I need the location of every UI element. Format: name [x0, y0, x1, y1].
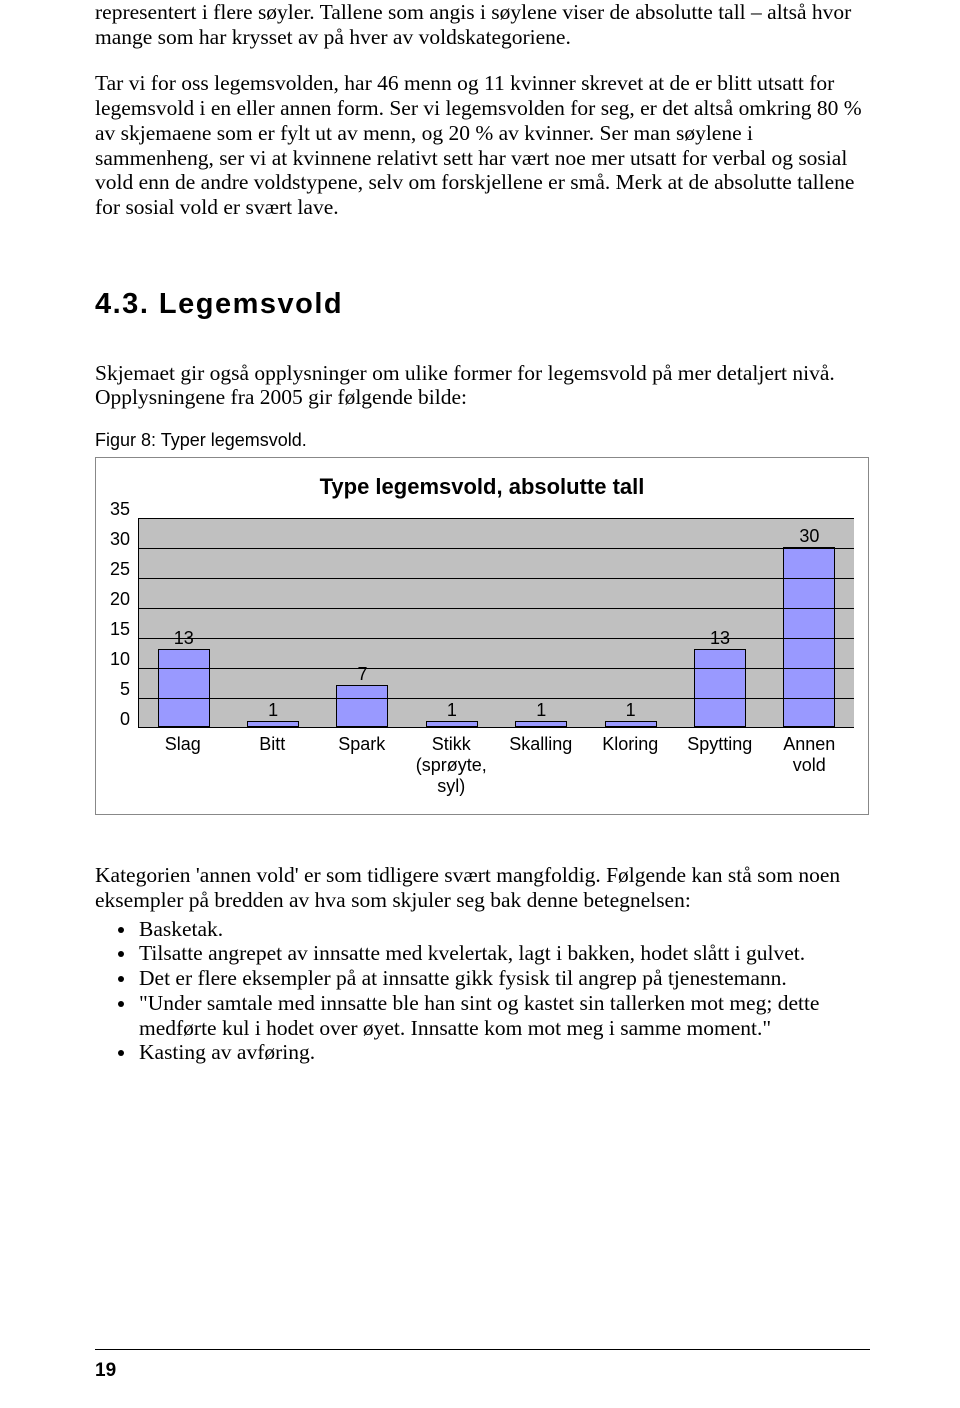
chart-bars: 13 1 7 1 1 1 13 30 — [139, 518, 854, 727]
gridline — [139, 608, 854, 609]
x-tick-label: Slag — [138, 734, 228, 796]
section-heading: 4.3. Legemsvold — [95, 288, 870, 321]
bar-value-label: 1 — [626, 701, 636, 719]
paragraph-3: Skjemaet gir også opplysninger om ulike … — [95, 361, 870, 410]
x-tick-label: Spytting — [675, 734, 765, 796]
bar-value-label: 1 — [536, 701, 546, 719]
bar — [694, 649, 746, 727]
gridline — [139, 698, 854, 699]
bar-slot: 13 — [675, 629, 764, 727]
bar — [783, 547, 835, 727]
y-tick-label: 15 — [110, 619, 130, 639]
chart-container: Type legemsvold, absolutte tall 35 30 25 20… — [95, 457, 869, 815]
x-tick-label: Annen vold — [765, 734, 855, 796]
bar-slot: 1 — [497, 701, 586, 727]
gridline — [139, 518, 854, 519]
y-tick-label: 0 — [120, 709, 130, 729]
bar — [247, 721, 299, 727]
bar — [158, 649, 210, 727]
bar-value-label: 30 — [799, 527, 819, 545]
bar — [426, 721, 478, 727]
bar-slot: 1 — [407, 701, 496, 727]
paragraph-1: representert i flere søyler. Tallene som… — [95, 0, 870, 49]
y-tick-label: 35 — [110, 499, 130, 519]
bar-slot: 13 — [139, 629, 228, 727]
y-tick-label: 10 — [110, 649, 130, 669]
gridline — [139, 638, 854, 639]
page-number: 19 — [95, 1360, 116, 1382]
paragraph-2: Tar vi for oss legemsvolden, har 46 menn… — [95, 71, 870, 219]
chart-x-axis: SlagBittSparkStikk(sprøyte,syl)SkallingK… — [138, 734, 854, 796]
gridline — [139, 578, 854, 579]
y-tick-label: 30 — [110, 529, 130, 549]
y-tick-label: 5 — [120, 679, 130, 699]
bar-slot: 1 — [228, 701, 317, 727]
bar-value-label: 1 — [268, 701, 278, 719]
bullet-item: Basketak. — [137, 917, 870, 942]
bullet-item: "Under samtale med innsatte ble han sint… — [137, 991, 870, 1040]
bar-slot: 7 — [318, 665, 407, 727]
bullet-item: Det er flere eksempler på at innsatte gi… — [137, 966, 870, 991]
gridline — [139, 548, 854, 549]
chart-y-axis: 35302520151050 — [110, 518, 138, 728]
chart-plot-area: 13 1 7 1 1 1 13 30 — [138, 518, 854, 728]
x-tick-label: Bitt — [228, 734, 318, 796]
chart-title: Type legemsvold, absolutte tall — [110, 474, 854, 500]
y-tick-label: 25 — [110, 559, 130, 579]
bar — [336, 685, 388, 727]
bullet-item: Tilsatte angrepet av innsatte med kveler… — [137, 941, 870, 966]
paragraph-4: Kategorien 'annen vold' er som tidligere… — [95, 863, 870, 912]
bar-slot: 1 — [586, 701, 675, 727]
bar — [605, 721, 657, 727]
footer-rule — [95, 1349, 870, 1350]
x-tick-label: Spark — [317, 734, 407, 796]
bar — [515, 721, 567, 727]
bullet-item: Kasting av avføring. — [137, 1040, 870, 1065]
bar-value-label: 1 — [447, 701, 457, 719]
gridline — [139, 668, 854, 669]
bar-slot: 30 — [765, 527, 854, 727]
figure-caption: Figur 8: Typer legemsvold. — [95, 430, 870, 451]
x-tick-label: Stikk(sprøyte,syl) — [407, 734, 497, 796]
y-tick-label: 20 — [110, 589, 130, 609]
bullet-list: Basketak.Tilsatte angrepet av innsatte m… — [95, 917, 870, 1065]
x-tick-label: Skalling — [496, 734, 586, 796]
x-tick-label: Kloring — [586, 734, 676, 796]
